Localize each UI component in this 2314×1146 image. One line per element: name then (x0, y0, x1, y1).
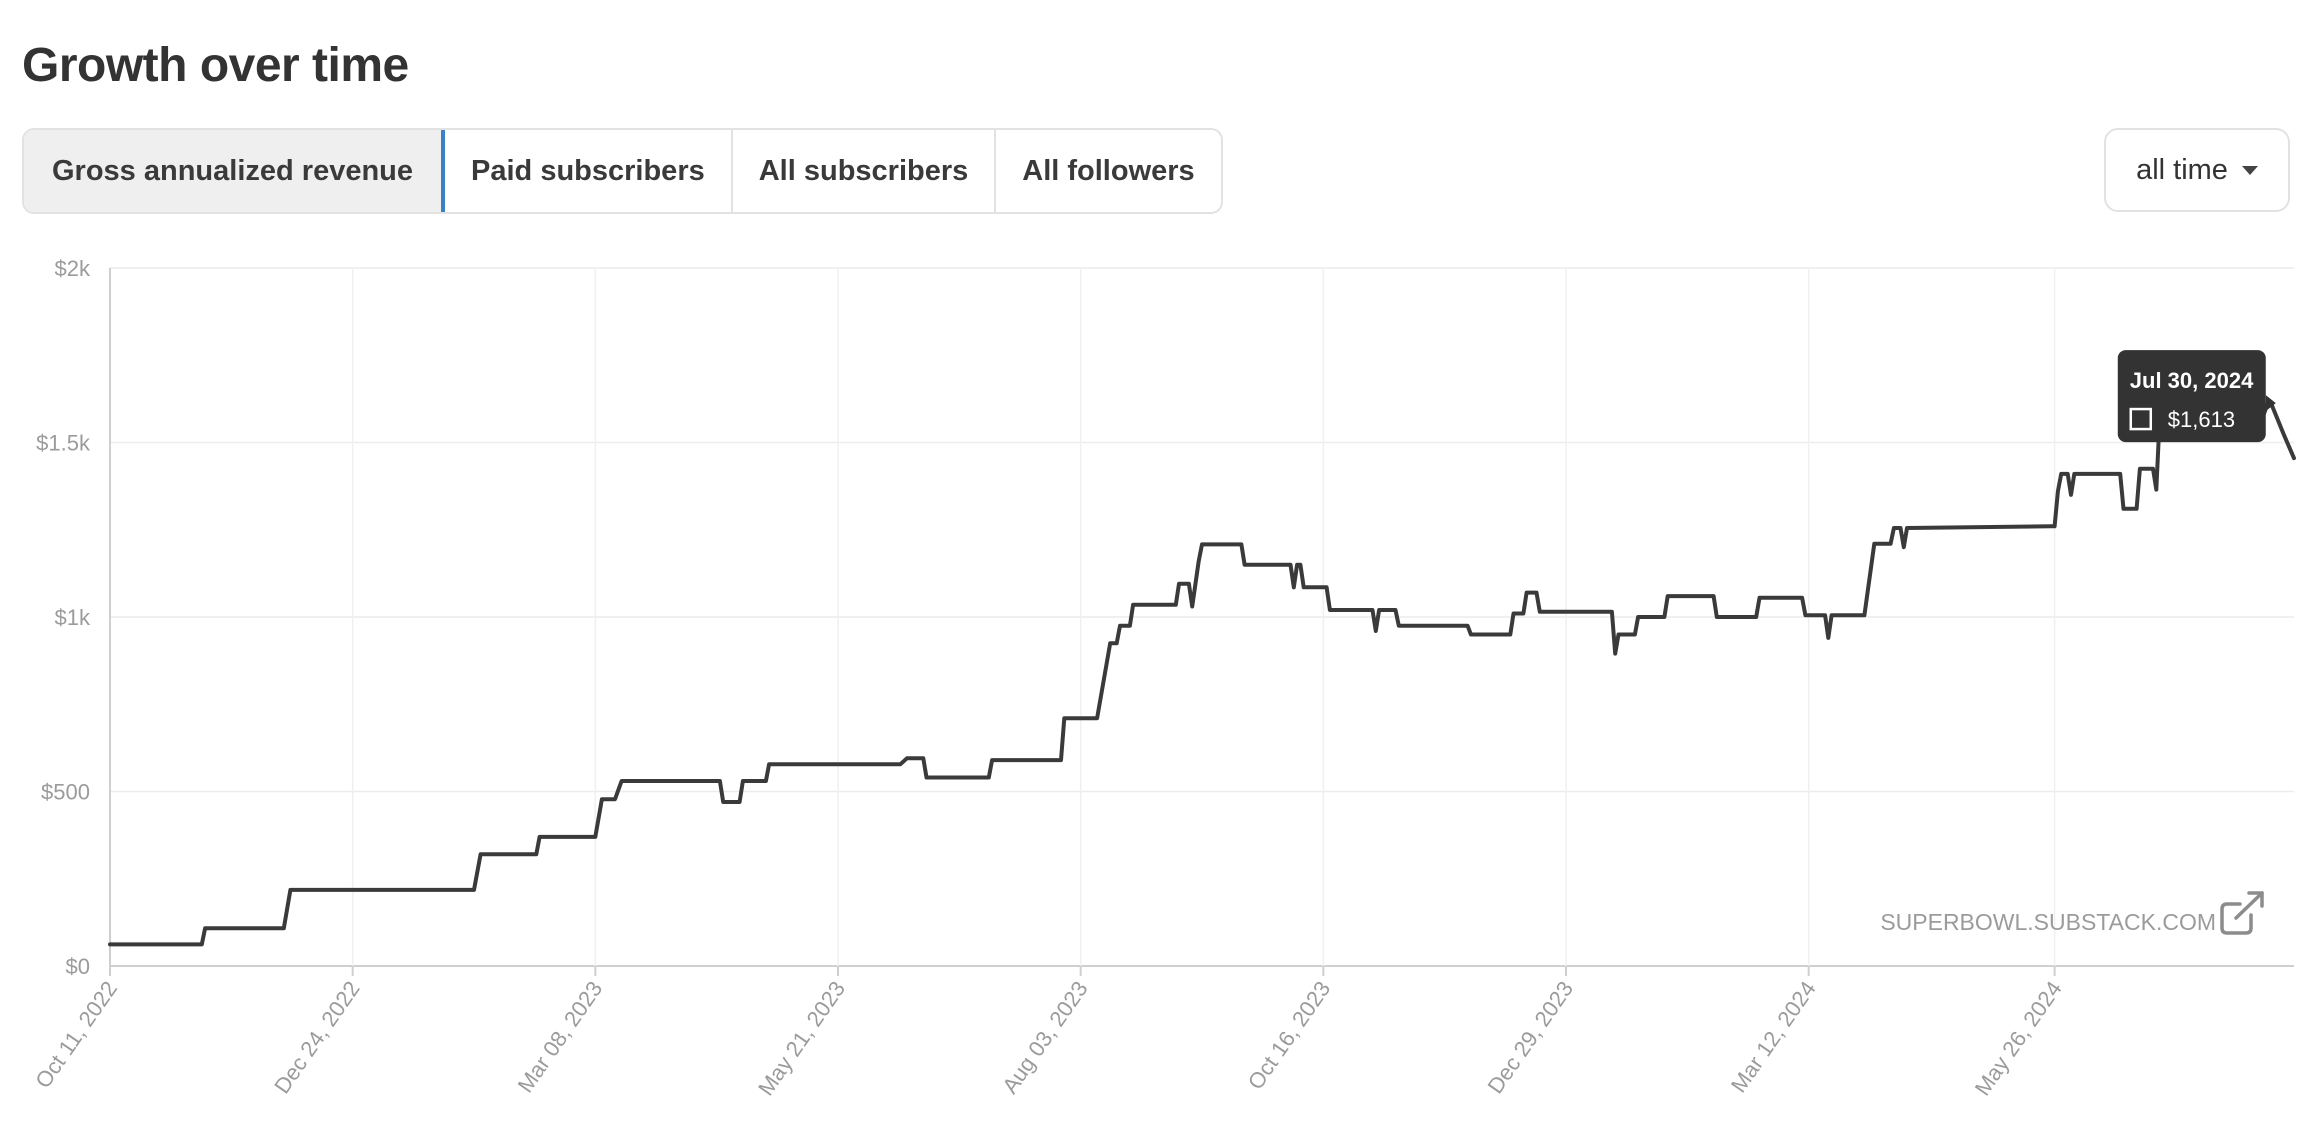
time-range-dropdown[interactable]: all time (2104, 128, 2290, 212)
metric-tabs: Gross annualized revenue Paid subscriber… (22, 128, 1223, 214)
y-tick-label: $1k (55, 605, 91, 630)
chart-tooltip: Jul 30, 2024 $1,613 (2117, 350, 2276, 443)
time-range-value: all time (2136, 153, 2228, 186)
tab-all-subscribers[interactable]: All subscribers (733, 130, 997, 212)
y-tick-label: $1.5k (36, 431, 91, 456)
chart-axes: $0 $500 $1k $1.5k $2k Oct 11, 2022 Dec 24, 202… (30, 256, 2066, 1100)
tooltip-box (2117, 350, 2266, 443)
tooltip-arrow (2265, 395, 2276, 412)
x-tick-label: Oct 16, 2023 (1243, 977, 1336, 1095)
tab-paid-subscribers[interactable]: Paid subscribers (445, 130, 733, 212)
x-tick-label: Dec 29, 2023 (1483, 977, 1579, 1099)
page-title: Growth over time (22, 39, 409, 92)
external-link-icon (2220, 891, 2264, 935)
chart-series (108, 401, 2296, 947)
publication-url: SUPERBOWL.SUBSTACK.COM (1880, 909, 2216, 935)
x-tick-label: Aug 03, 2023 (997, 977, 1093, 1099)
tooltip-value: $1,613 (2168, 407, 2235, 432)
x-tick-label: Mar 12, 2024 (1726, 977, 1821, 1098)
tab-all-followers[interactable]: All followers (1022, 154, 1195, 187)
revenue-line (108, 401, 2296, 947)
y-tick-label: $0 (66, 954, 90, 979)
tooltip-series-swatch (2129, 407, 2153, 431)
caret-down-icon (2241, 165, 2258, 175)
x-tick-label: Oct 11, 2022 (30, 977, 122, 1093)
y-tick-label: $2k (55, 256, 91, 281)
y-tick-label: $500 (41, 780, 90, 805)
x-tick-label: Dec 24, 2022 (269, 977, 365, 1099)
x-tick-label: May 26, 2024 (1970, 977, 2067, 1101)
chart-grid (110, 267, 2294, 967)
tooltip-date: Jul 30, 2024 (2130, 368, 2254, 393)
x-tick-label: Mar 08, 2023 (513, 977, 608, 1098)
x-tick-label: May 21, 2023 (753, 977, 850, 1101)
tab-gross-annualized-revenue[interactable]: Gross annualized revenue (24, 130, 446, 212)
publication-link[interactable]: SUPERBOWL.SUBSTACK.COM (1880, 891, 2264, 935)
